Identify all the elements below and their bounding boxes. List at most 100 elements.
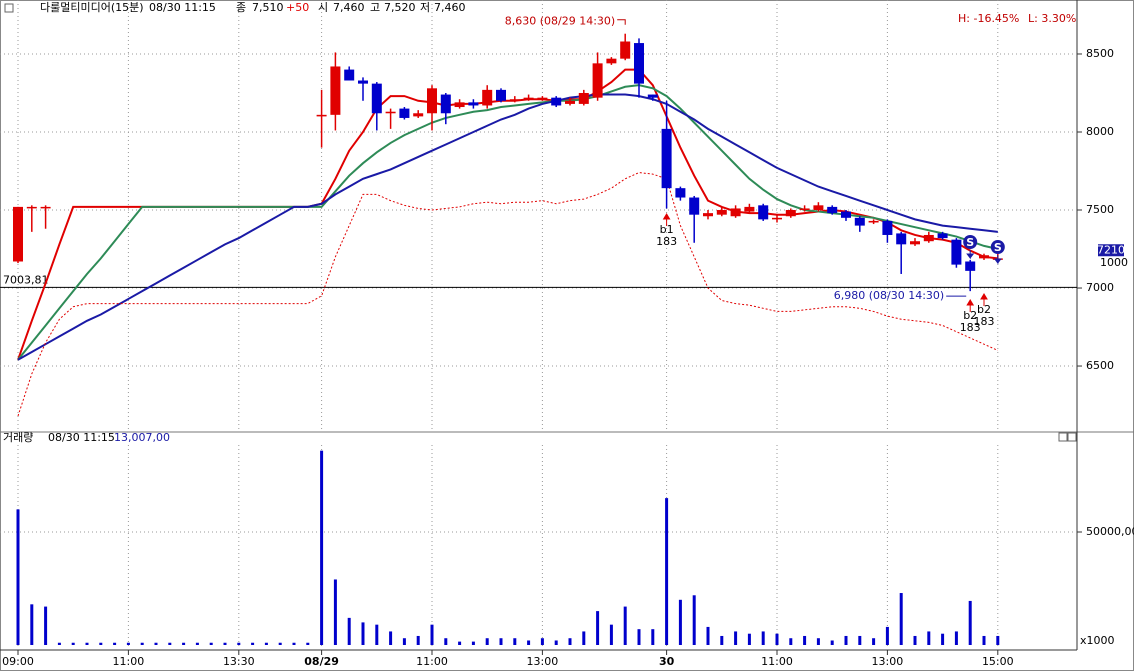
volume-bar	[333, 579, 337, 645]
y-tick-label: 8000	[1086, 125, 1114, 138]
volume-bar	[430, 624, 434, 645]
volume-bar	[913, 635, 917, 645]
window-icon[interactable]	[4, 3, 14, 13]
low-note: 6,980 (08/30 14:30)	[834, 289, 944, 302]
candle-body	[703, 213, 713, 217]
candle-body	[358, 80, 368, 84]
signal-qty: 183	[656, 235, 677, 248]
volume-time: 08/30 11:15	[48, 431, 115, 444]
volume-bar	[554, 640, 558, 645]
header-time: 08/30 11:15	[149, 1, 216, 14]
volume-bar	[71, 642, 75, 645]
candle-body	[785, 210, 796, 217]
volume-bar	[720, 635, 724, 645]
volume-bar	[223, 642, 227, 645]
volume-bar	[858, 635, 862, 645]
signal-arrow	[980, 293, 988, 306]
candle-body	[413, 113, 424, 117]
volume-bar	[637, 629, 641, 645]
candle-body	[772, 217, 782, 220]
volume-bar	[789, 638, 793, 645]
x-tick-label: 08/29	[304, 655, 339, 668]
candle-body	[896, 233, 907, 245]
candle-body	[661, 128, 672, 189]
volume-bar	[527, 640, 531, 645]
candle-body	[316, 114, 327, 117]
minimize-button[interactable]	[1058, 432, 1068, 442]
candle-body	[496, 89, 506, 101]
volume-bar	[582, 631, 586, 645]
volume-bar	[168, 642, 172, 645]
volume-bar	[375, 624, 379, 645]
candle-body	[689, 197, 700, 215]
candle-body	[509, 99, 520, 101]
candle-body	[40, 206, 51, 209]
volume-bar	[665, 498, 669, 645]
x-tick-label: 11:00	[416, 655, 448, 668]
volume-bar	[57, 642, 61, 645]
close-label: 종	[236, 1, 246, 14]
volume-unit: x1000	[1080, 634, 1115, 647]
candle-body	[744, 206, 755, 212]
x-tick-label: 13:00	[872, 655, 904, 668]
close-button[interactable]	[1067, 432, 1077, 442]
y-tick-label: 6500	[1086, 359, 1114, 372]
volume-bar	[540, 638, 544, 645]
volume-bar	[968, 600, 972, 645]
candle-body	[482, 89, 493, 106]
low-label: 저	[420, 1, 430, 14]
candle-body	[565, 100, 575, 104]
volume-bar	[899, 593, 903, 645]
volume-bar	[458, 641, 462, 645]
signal-label: b2	[977, 303, 991, 316]
candle-body	[675, 188, 686, 198]
y-tick-label: 7500	[1086, 203, 1114, 216]
candle-body	[979, 255, 989, 259]
sell-arrow	[993, 255, 1002, 265]
candle-body	[841, 211, 851, 218]
candle-body	[454, 102, 465, 108]
change-value: +50	[286, 1, 309, 14]
candle-body	[13, 206, 23, 262]
volume-bar	[320, 450, 324, 645]
low-value: 7,460	[434, 1, 466, 14]
volume-bar	[596, 611, 600, 645]
volume-last: 13,007,00	[114, 431, 170, 444]
candle-body	[882, 220, 893, 235]
volume-bar	[251, 642, 255, 645]
y-tick-label: 8500	[1086, 47, 1114, 60]
volume-bar	[278, 642, 282, 645]
sell-mark-label: S	[966, 236, 974, 249]
sell-arrow	[966, 250, 975, 260]
volume-bar	[568, 638, 572, 645]
range-low: L: 3.30%	[1028, 12, 1076, 25]
volume-bar	[485, 638, 489, 645]
volume-bar	[747, 633, 751, 645]
candle-body	[620, 41, 631, 59]
volume-bar	[803, 635, 807, 645]
volume-bar	[30, 604, 34, 645]
signal-arrow	[966, 299, 975, 312]
volume-bar	[99, 642, 103, 645]
signal-arrow	[662, 213, 671, 226]
signal-label: b1	[660, 223, 674, 236]
candle-body	[592, 63, 603, 98]
candle-body	[799, 208, 810, 211]
volume-bar	[361, 622, 365, 645]
volume-bar	[154, 642, 158, 645]
current-price-box	[1098, 244, 1124, 257]
sell-mark-label: S	[994, 241, 1002, 254]
candle-body	[440, 94, 451, 114]
candle-body	[468, 102, 479, 106]
current-price-label: 7210	[1097, 243, 1125, 256]
volume-bar	[16, 509, 20, 645]
sell-mark	[963, 235, 978, 249]
stock-name: 다룰멀티미디어(15분)	[40, 1, 144, 14]
candle-body	[26, 206, 37, 209]
x-tick-label: 11:00	[761, 655, 793, 668]
ma-line	[17, 84, 999, 361]
volume-bar	[982, 635, 986, 645]
candle-body	[606, 58, 617, 64]
